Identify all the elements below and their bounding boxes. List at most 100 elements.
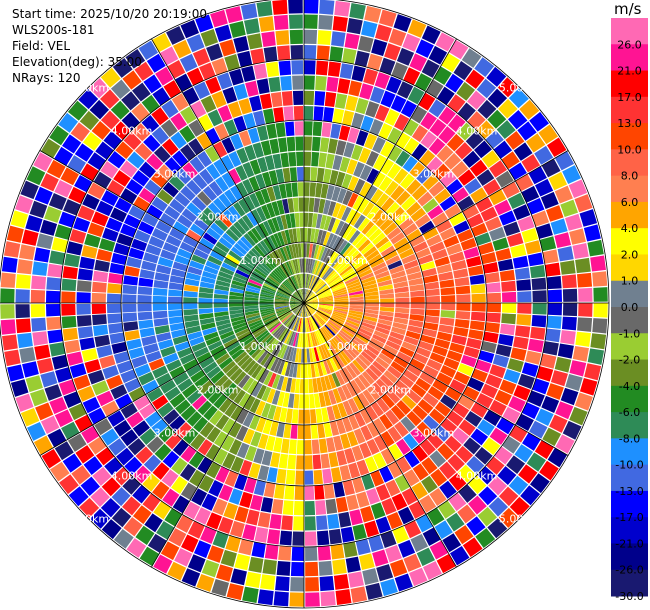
velocity-gate: [214, 289, 229, 296]
range-ring-label: 2.00km: [370, 211, 412, 224]
velocity-gate: [535, 408, 554, 426]
velocity-gate: [120, 369, 137, 384]
velocity-gate: [187, 554, 206, 573]
velocity-gate: [241, 259, 255, 270]
velocity-gate: [307, 274, 312, 289]
velocity-gate: [363, 246, 377, 258]
velocity-gate: [416, 167, 432, 184]
velocity-gate: [277, 343, 286, 358]
velocity-gate: [561, 274, 577, 289]
velocity-gate: [294, 303, 304, 314]
velocity-gate: [269, 273, 282, 284]
velocity-gate: [106, 374, 123, 390]
velocity-gate: [368, 341, 383, 352]
velocity-gate: [394, 211, 410, 226]
velocity-gate: [392, 525, 409, 544]
velocity-gate: [218, 193, 232, 209]
velocity-gate: [113, 242, 130, 256]
velocity-gate: [347, 314, 362, 322]
velocity-gate: [181, 534, 199, 553]
velocity-gate: [409, 358, 426, 371]
velocity-gate: [446, 350, 463, 362]
velocity-gate: [412, 241, 429, 253]
velocity-gate: [513, 336, 529, 350]
velocity-gate: [139, 546, 160, 567]
velocity-gate: [334, 306, 349, 310]
velocity-gate: [538, 124, 559, 145]
velocity-gate: [281, 329, 291, 343]
velocity-gate: [399, 374, 415, 389]
velocity-gate: [201, 493, 218, 511]
velocity-gate: [328, 390, 337, 405]
velocity-gate: [507, 109, 528, 130]
velocity-gate: [255, 265, 269, 277]
velocity-gate: [331, 313, 346, 321]
velocity-gate: [308, 332, 314, 347]
velocity-gate: [435, 32, 455, 52]
velocity-gate: [264, 155, 275, 171]
velocity-gate: [203, 385, 218, 400]
velocity-gate: [79, 337, 96, 351]
velocity-gate: [497, 466, 517, 485]
velocity-gate: [304, 303, 318, 307]
velocity-gate: [336, 419, 347, 435]
velocity-gate: [179, 353, 196, 365]
velocity-gate: [297, 258, 301, 273]
velocity-gate: [133, 395, 151, 411]
velocity-gate: [218, 398, 233, 414]
velocity-gate: [271, 390, 281, 405]
velocity-gate: [239, 491, 253, 509]
velocity-gate: [237, 330, 252, 341]
velocity-gate: [320, 247, 329, 262]
velocity-gate: [349, 296, 364, 301]
velocity-gate: [174, 341, 191, 352]
velocity-gate: [238, 198, 251, 214]
velocity-gate: [316, 330, 325, 344]
velocity-gate: [253, 244, 266, 258]
velocity-gate: [267, 218, 277, 234]
velocity-gate: [349, 299, 364, 303]
velocity-gate: [177, 347, 193, 359]
velocity-gate: [172, 495, 190, 514]
velocity-gate: [524, 240, 542, 255]
velocity-gate: [401, 196, 416, 211]
velocity-gate: [290, 298, 304, 303]
velocity-gate: [380, 348, 396, 361]
velocity-gate: [468, 265, 484, 277]
velocity-gate: [256, 384, 267, 400]
velocity-gate: [318, 198, 326, 214]
velocity-gate: [272, 324, 284, 337]
velocity-gate: [211, 578, 230, 597]
velocity-gate: [403, 259, 419, 270]
velocity-gate: [319, 304, 334, 308]
velocity-gate: [63, 199, 81, 216]
velocity-gate: [213, 431, 228, 448]
velocity-gate: [30, 304, 46, 318]
velocity-gate: [390, 232, 406, 245]
velocity-gate: [283, 313, 294, 325]
velocity-gate: [45, 304, 61, 317]
velocity-gate: [359, 553, 375, 571]
velocity-gate: [482, 437, 501, 455]
velocity-gate: [199, 168, 214, 185]
velocity-gate: [353, 161, 365, 178]
velocity-gate: [277, 231, 285, 247]
velocity-gate: [279, 344, 288, 359]
velocity-gate: [111, 341, 128, 354]
velocity-gate: [326, 251, 337, 265]
velocity-gate: [310, 167, 318, 182]
velocity-gate: [494, 199, 512, 216]
velocity-gate: [329, 278, 343, 288]
velocity-gate: [446, 133, 465, 152]
velocity-gate: [436, 553, 456, 574]
velocity-gate: [77, 326, 94, 339]
velocity-gate: [495, 248, 512, 261]
velocity-gate: [328, 452, 339, 468]
velocity-gate: [273, 437, 283, 453]
velocity-gate: [507, 358, 524, 373]
velocity-gate: [387, 145, 403, 162]
velocity-gate: [222, 86, 238, 104]
velocity-gate: [83, 456, 103, 475]
velocity-gate: [228, 386, 242, 401]
velocity-gate: [403, 119, 419, 137]
